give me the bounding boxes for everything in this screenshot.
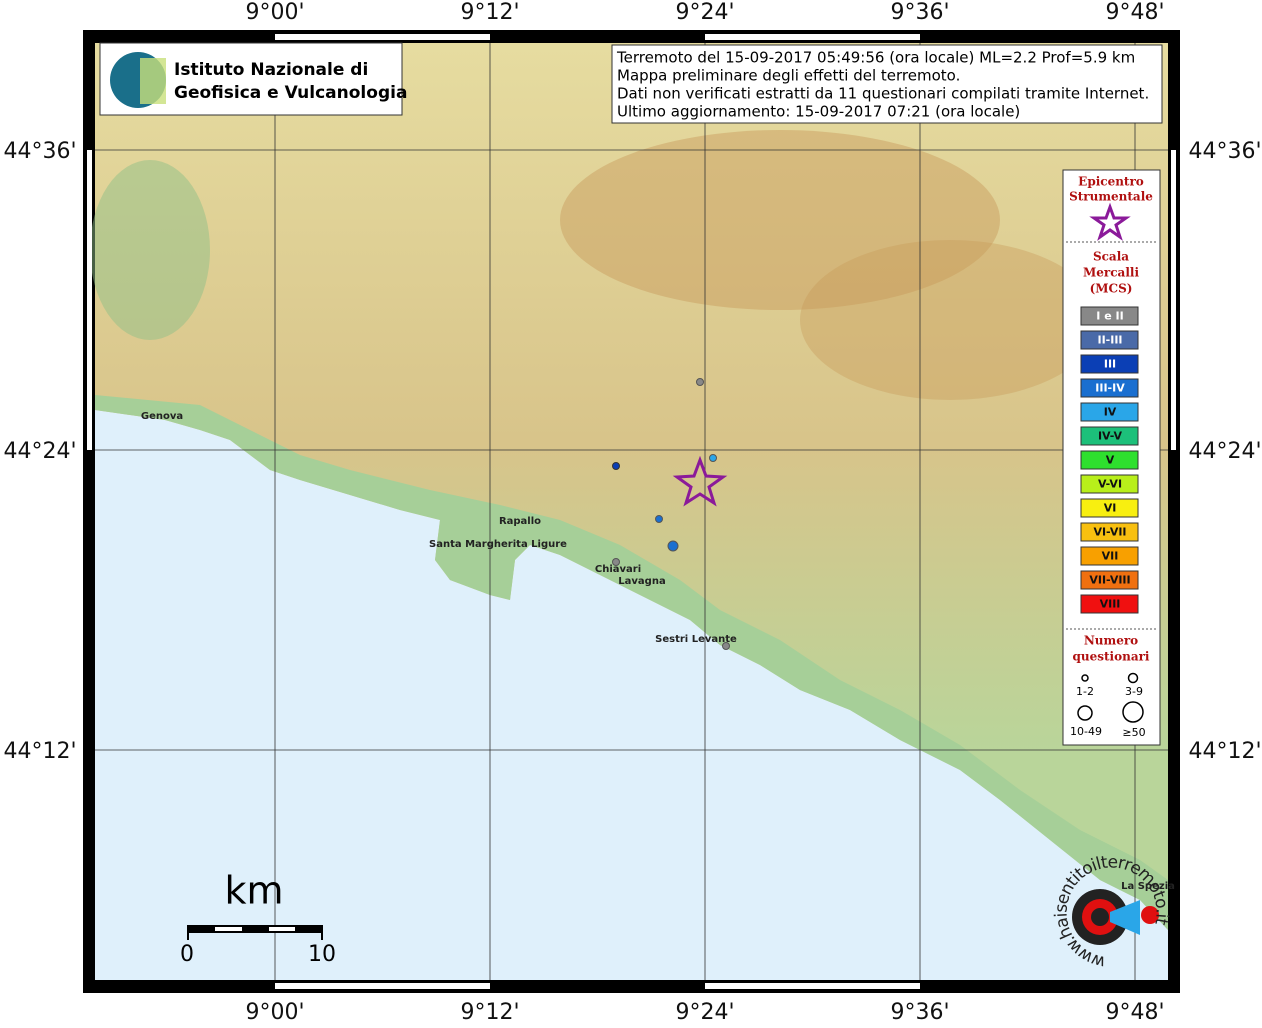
legend-swatch (1080, 522, 1139, 542)
legend-text: (MCS) (1090, 282, 1133, 296)
legend-text: Scala (1093, 250, 1129, 264)
legend-class: VIII (1100, 598, 1121, 611)
lon-label: 9°00' (245, 0, 304, 25)
city-label: Genova (141, 411, 183, 422)
legend-swatch (1080, 594, 1139, 614)
lon-label: 9°48' (1105, 0, 1164, 25)
lat-label: 44°24' (1188, 439, 1261, 464)
legend-swatch (1080, 450, 1139, 470)
legend-text: Numero (1084, 634, 1138, 648)
scale-unit: km (224, 869, 283, 913)
logo-text: Istituto Nazionale di (174, 60, 368, 80)
legend: Epicentro Strumentale Scala Mercalli (MC… (1062, 169, 1161, 746)
legend-count: 10-49 (1070, 725, 1102, 738)
legend-class: VII (1102, 550, 1119, 563)
lon-label: 9°12' (460, 0, 519, 25)
graticule (95, 43, 1168, 980)
info-line: Dati non verificati estratti da 11 quest… (617, 85, 1149, 103)
legend-swatch (1080, 546, 1139, 566)
lon-label: 9°12' (460, 1000, 519, 1024)
city-label: Chiavari (595, 564, 641, 575)
frame-segments (87, 34, 1176, 989)
legend-text: Epicentro (1078, 175, 1144, 189)
site-logo: www.haisentitoilterremoto.it (1051, 852, 1171, 972)
lat-label: 44°24' (3, 439, 76, 464)
lon-label: 9°24' (675, 0, 734, 25)
city-labels: Genova Rapallo Santa Margherita Ligure Chia… (141, 411, 1175, 892)
lat-label: 44°12' (1188, 739, 1261, 764)
scale-label: 0 (180, 942, 194, 967)
coordinate-labels: 9°00' 9°00' 9°12' 9°12' 9°24' 9°24' 9°36' 9°36'… (3, 0, 1261, 1025)
legend-class: VII-VIII (1089, 574, 1130, 587)
map-area (83, 30, 1180, 993)
legend-swatch (1080, 474, 1139, 494)
lon-label: 9°36' (890, 1000, 949, 1024)
info-box: Terremoto del 15-09-2017 05:49:56 (ora l… (611, 44, 1163, 124)
info-line: Terremoto del 15-09-2017 05:49:56 (ora l… (616, 49, 1135, 67)
legend-class: IV (1104, 406, 1117, 419)
legend-class: VI-VII (1093, 526, 1126, 539)
legend-class: III-IV (1095, 382, 1125, 395)
legend-class: II-III (1097, 334, 1122, 347)
scale-label: 10 (308, 942, 336, 967)
legend-text: Mercalli (1083, 266, 1139, 280)
legend-swatch (1080, 402, 1139, 422)
city-label: Lavagna (618, 576, 665, 587)
legend-swatch (1080, 426, 1139, 446)
legend-text: questionari (1073, 650, 1150, 664)
lon-label: 9°36' (890, 0, 949, 25)
lon-label: 9°24' (675, 1000, 734, 1024)
legend-swatch (1080, 570, 1139, 590)
legend-class: V-VI (1098, 478, 1122, 491)
legend-swatch (1080, 330, 1139, 350)
legend-swatch (1080, 306, 1139, 326)
legend-swatch (1080, 498, 1139, 518)
city-label: La Spezia (1121, 881, 1175, 892)
logo-text: Geofisica e Vulcanologia (174, 83, 407, 103)
epicenter (672, 455, 728, 507)
legend-class: I e II (1096, 310, 1123, 323)
logo: Istituto Nazionale di Geofisica e Vulcan… (99, 42, 407, 116)
legend-swatch (1080, 378, 1139, 398)
observations (612, 378, 730, 650)
legend-class: VI (1104, 502, 1117, 515)
info-line: Mappa preliminare degli effetti del terr… (617, 67, 960, 85)
city-label: Santa Margherita Ligure (429, 539, 567, 550)
lon-label: 9°00' (245, 1000, 304, 1024)
legend-swatch (1080, 354, 1139, 374)
scale-bar: km 0 10 (180, 869, 336, 968)
lat-label: 44°36' (3, 139, 76, 164)
city-label: Sestri Levante (655, 634, 737, 645)
lon-label: 9°48' (1105, 1000, 1164, 1024)
legend-count: ≥50 (1122, 726, 1145, 739)
city-label: Rapallo (499, 516, 541, 527)
lat-label: 44°36' (1188, 139, 1261, 164)
legend-class: IV-V (1098, 430, 1123, 443)
legend-text: Strumentale (1069, 190, 1153, 204)
legend-class: III (1104, 358, 1116, 371)
legend-class: V (1106, 454, 1115, 467)
legend-count: 3-9 (1125, 685, 1143, 698)
lat-label: 44°12' (3, 739, 76, 764)
legend-count: 1-2 (1076, 685, 1094, 698)
info-line: Ultimo aggiornamento: 15-09-2017 07:21 (… (617, 103, 1020, 121)
